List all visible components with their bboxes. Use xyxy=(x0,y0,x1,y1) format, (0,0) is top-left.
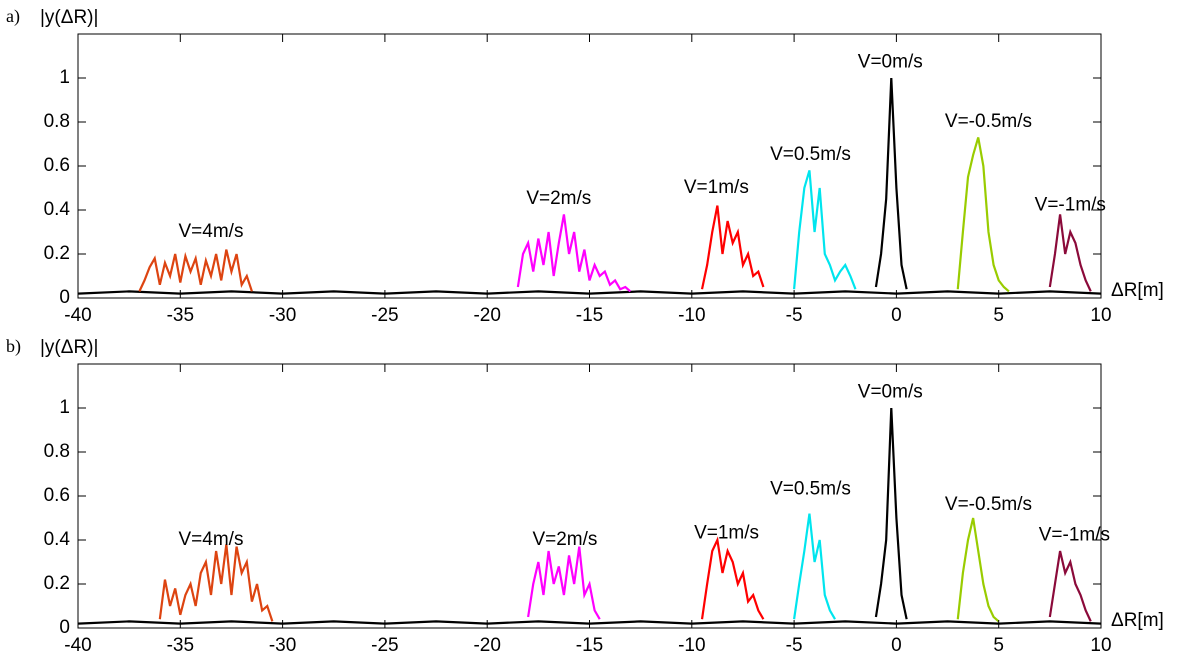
x-tick-label: -35 xyxy=(167,635,194,656)
y-tick-label: 0.4 xyxy=(44,199,71,220)
spectrum-line xyxy=(1048,550,1092,622)
x-tick-label: -20 xyxy=(473,635,500,656)
x-tick-label: -25 xyxy=(371,305,398,326)
x-tick-label: -35 xyxy=(167,305,194,326)
x-tick-label: -5 xyxy=(786,635,803,656)
x-tick-label: -25 xyxy=(371,635,398,656)
spectrum-line xyxy=(700,205,765,290)
panel-label: a) xyxy=(6,6,20,27)
spectrum-line xyxy=(700,536,765,620)
y-tick-label: 0.8 xyxy=(44,441,70,462)
x-axis-label: ΔR[m] xyxy=(1111,280,1164,301)
annotation: V=1m/s xyxy=(684,177,749,198)
x-tick-label: -40 xyxy=(64,635,91,656)
spectrum-line xyxy=(793,513,836,620)
y-tick-label: 0.6 xyxy=(44,155,70,176)
annotation: V=0.5m/s xyxy=(770,478,851,499)
x-tick-label: 5 xyxy=(993,635,1004,656)
y-axis-label: |y(ΔR)| xyxy=(40,337,98,358)
x-tick-label: -15 xyxy=(576,305,603,326)
y-tick-label: 1 xyxy=(59,397,70,418)
annotation: V=-0.5m/s xyxy=(945,111,1032,132)
x-tick-label: -30 xyxy=(269,305,296,326)
spectrum-line xyxy=(793,170,857,290)
x-tick-label: 10 xyxy=(1090,305,1111,326)
x-tick-label: 0 xyxy=(891,305,902,326)
y-tick-label: 0.6 xyxy=(44,485,70,506)
spectrum-line xyxy=(956,137,1010,293)
spectrum-line xyxy=(158,544,274,622)
spectrum-line xyxy=(516,214,632,293)
x-tick-label: -5 xyxy=(786,305,803,326)
annotation: V=1m/s xyxy=(694,522,759,543)
spectrum-line xyxy=(956,517,1000,623)
x-tick-label: -10 xyxy=(678,635,705,656)
annotation: V=2m/s xyxy=(532,529,597,550)
y-tick-label: 0 xyxy=(59,617,70,638)
plot-frame xyxy=(77,33,1102,299)
annotation: V=-0.5m/s xyxy=(945,494,1032,515)
y-tick-label: 0.2 xyxy=(44,573,70,594)
annotation: V=-1m/s xyxy=(1035,195,1106,216)
annotation: V=0m/s xyxy=(858,382,923,403)
x-tick-label: 10 xyxy=(1090,635,1111,656)
spectrum-line xyxy=(874,407,908,620)
x-axis-label: ΔR[m] xyxy=(1111,610,1164,631)
x-tick-label: -30 xyxy=(269,635,296,656)
y-tick-label: 0.2 xyxy=(44,243,70,264)
spectrum-line xyxy=(874,77,908,290)
annotation: V=0m/s xyxy=(858,52,923,73)
annotation: V=2m/s xyxy=(526,188,591,209)
spectrum-line xyxy=(138,249,253,292)
x-tick-label: 5 xyxy=(993,305,1004,326)
y-tick-label: 0 xyxy=(59,287,70,308)
panel-label: b) xyxy=(6,336,21,357)
annotation: V=0.5m/s xyxy=(770,144,851,165)
y-tick-label: 1 xyxy=(59,67,70,88)
spectrum-line xyxy=(527,546,601,620)
y-tick-label: 0.8 xyxy=(44,111,70,132)
y-axis-label: |y(ΔR)| xyxy=(40,7,98,28)
spectrum-line xyxy=(1048,214,1092,292)
y-tick-label: 0.4 xyxy=(44,529,71,550)
x-tick-label: -10 xyxy=(678,305,705,326)
x-tick-label: 0 xyxy=(891,635,902,656)
annotation: V=4m/s xyxy=(179,221,244,242)
x-tick-label: -20 xyxy=(473,305,500,326)
annotation: V=-1m/s xyxy=(1039,525,1110,546)
annotation: V=4m/s xyxy=(179,529,244,550)
x-tick-label: -15 xyxy=(576,635,603,656)
x-tick-label: -40 xyxy=(64,305,91,326)
